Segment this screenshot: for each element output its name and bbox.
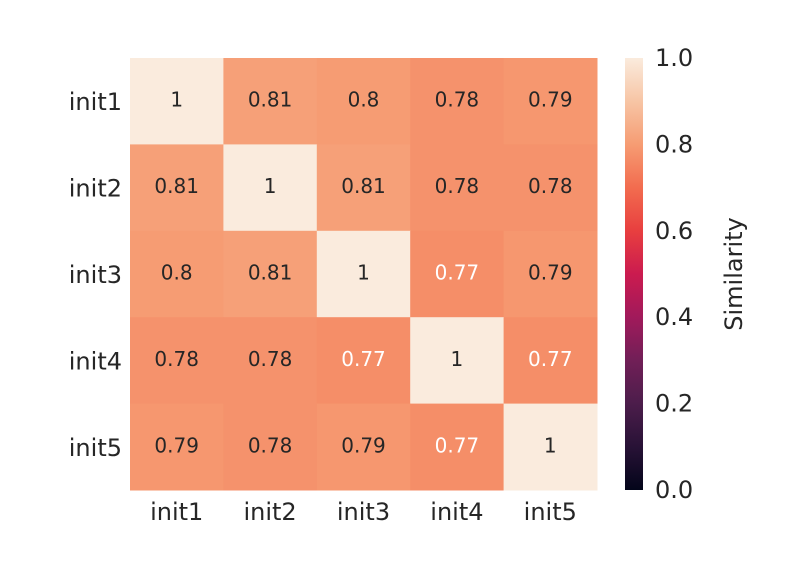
cell-label: 0.81 bbox=[154, 174, 199, 198]
cell-label: 1 bbox=[544, 433, 557, 457]
heatmap-cell bbox=[223, 403, 318, 491]
cell-label: 1 bbox=[357, 261, 370, 285]
cell-label: 0.81 bbox=[248, 261, 293, 285]
cell-label: 0.78 bbox=[435, 88, 480, 112]
cell-label: 1 bbox=[264, 174, 277, 198]
colorbar-tick-label: 1.0 bbox=[655, 44, 693, 72]
cell-label: 0.77 bbox=[435, 433, 480, 457]
y-tick-label: init3 bbox=[69, 261, 122, 289]
heatmap-cell bbox=[410, 58, 505, 145]
colorbar-tick-label: 0.6 bbox=[655, 217, 693, 245]
cell-label: 0.77 bbox=[341, 347, 386, 371]
cell-label: 0.77 bbox=[435, 261, 480, 285]
cell-label: 0.8 bbox=[348, 88, 380, 112]
cell-label: 0.77 bbox=[528, 347, 573, 371]
cell-label: 0.78 bbox=[248, 433, 293, 457]
heatmap-cell bbox=[410, 403, 505, 491]
y-tick-label: init1 bbox=[69, 88, 122, 116]
cell-label: 0.78 bbox=[528, 174, 573, 198]
heatmap-cell bbox=[130, 317, 224, 405]
heatmap-cell bbox=[223, 58, 318, 145]
heatmap-cell bbox=[130, 403, 224, 491]
x-tick-label: init4 bbox=[430, 498, 483, 526]
heatmap-cell bbox=[503, 403, 598, 491]
cell-label: 0.8 bbox=[161, 261, 193, 285]
heatmap-cell bbox=[410, 144, 505, 232]
colorbar-tick-label: 0.8 bbox=[655, 130, 693, 158]
cell-label: 1 bbox=[170, 88, 183, 112]
y-tick-label: init5 bbox=[69, 434, 122, 462]
cell-label: 0.81 bbox=[341, 174, 386, 198]
colorbar-tick-label: 0.0 bbox=[655, 476, 693, 504]
heatmap-cell bbox=[223, 317, 318, 405]
cell-label: 0.78 bbox=[248, 347, 293, 371]
heatmap-cell bbox=[503, 317, 598, 405]
heatmap-cell bbox=[316, 58, 411, 145]
heatmap-cell bbox=[223, 144, 318, 232]
cell-label: 0.79 bbox=[528, 261, 573, 285]
colorbar-tick-label: 0.2 bbox=[655, 390, 693, 418]
cell-label: 0.79 bbox=[154, 433, 199, 457]
y-tick-label: init4 bbox=[69, 347, 122, 375]
heatmap-cell bbox=[223, 230, 318, 318]
heatmap-cell bbox=[503, 58, 598, 145]
colorbar bbox=[625, 58, 643, 490]
heatmap-cell bbox=[316, 403, 411, 491]
heatmap-cell bbox=[410, 317, 505, 405]
heatmap-cell bbox=[130, 58, 224, 145]
heatmap-cell bbox=[316, 230, 411, 318]
cell-label: 0.78 bbox=[154, 347, 199, 371]
colorbar-tick-label: 0.4 bbox=[655, 303, 693, 331]
cell-label: 0.79 bbox=[528, 88, 573, 112]
heatmap-cell bbox=[503, 144, 598, 232]
x-tick-label: init3 bbox=[337, 498, 390, 526]
heatmap-cell bbox=[316, 144, 411, 232]
cell-label: 0.79 bbox=[341, 433, 386, 457]
heatmap-cell bbox=[503, 230, 598, 318]
cell-label: 0.78 bbox=[435, 174, 480, 198]
cell-label: 1 bbox=[451, 347, 464, 371]
heatmap-cell bbox=[410, 230, 505, 318]
heatmap-cell bbox=[130, 230, 224, 318]
y-tick-label: init2 bbox=[69, 175, 122, 203]
x-tick-label: init2 bbox=[243, 498, 296, 526]
colorbar-label: Similarity bbox=[720, 217, 748, 330]
x-tick-label: init1 bbox=[150, 498, 203, 526]
cell-label: 0.81 bbox=[248, 88, 293, 112]
heatmap-cell bbox=[130, 144, 224, 232]
x-tick-label: init5 bbox=[524, 498, 577, 526]
heatmap-cell bbox=[316, 317, 411, 405]
